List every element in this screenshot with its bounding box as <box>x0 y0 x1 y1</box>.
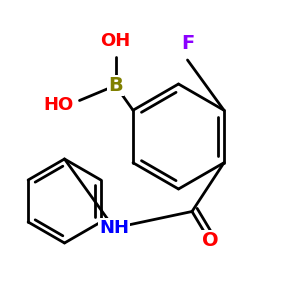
Text: O: O <box>202 230 218 250</box>
Text: B: B <box>108 76 123 95</box>
Text: F: F <box>181 34 194 53</box>
Text: NH: NH <box>99 219 129 237</box>
Text: HO: HO <box>44 96 74 114</box>
Text: OH: OH <box>100 32 130 50</box>
